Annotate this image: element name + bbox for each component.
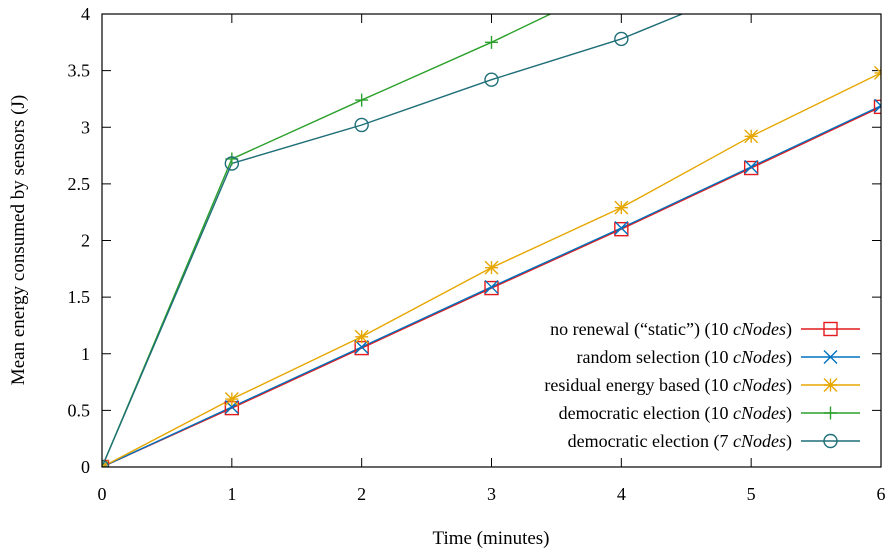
x-tick-label: 0	[98, 484, 107, 504]
markers-group	[102, 31, 881, 467]
data-point	[614, 221, 629, 237]
plot-frame	[101, 13, 882, 468]
series-group	[102, 14, 881, 467]
y-axis-title: Mean energy consumed by sensors (J)	[8, 95, 29, 385]
data-point	[874, 98, 881, 113]
data-point	[224, 392, 239, 407]
data-point	[744, 159, 759, 174]
y-tick-label: 1	[81, 344, 90, 364]
x-tick-label: 2	[357, 484, 366, 504]
y-tick-label: 3.5	[68, 61, 91, 81]
y-tick-label: 4	[81, 4, 90, 24]
data-point	[873, 99, 881, 115]
legend-label: democratic election (10 cNodes)	[559, 403, 792, 424]
legend-label: democratic election (7 cNodes)	[568, 431, 792, 452]
data-point	[744, 129, 759, 144]
plot-border	[101, 13, 882, 468]
y-tick-label: 3	[81, 117, 90, 137]
data-point	[614, 31, 629, 47]
y-tick-label: 2	[81, 231, 90, 251]
data-point	[874, 65, 881, 80]
series-line-4	[102, 14, 553, 467]
x-axis-title: Time (minutes)	[433, 528, 550, 549]
data-point	[484, 279, 499, 294]
series-line-1	[102, 106, 881, 467]
data-point	[484, 280, 499, 296]
legend-marker	[823, 378, 838, 392]
legend-marker	[823, 433, 838, 449]
series-line-5	[102, 14, 684, 467]
data-point	[355, 93, 369, 107]
y-tick-label: 1.5	[68, 287, 91, 307]
y-tick-label: 2.5	[68, 174, 91, 194]
data-point	[354, 117, 369, 133]
legend-label: random selection (10 cNodes)	[577, 347, 792, 368]
x-tick-label: 3	[487, 484, 496, 504]
legend-label: residual energy based (10 cNodes)	[544, 375, 792, 396]
data-point	[354, 339, 369, 354]
data-point	[614, 221, 629, 236]
x-tick-label: 5	[747, 484, 756, 504]
y-tick-label: 0	[81, 457, 90, 477]
data-point	[354, 329, 369, 344]
x-tick-label: 1	[227, 484, 236, 504]
x-tick-label: 6	[877, 484, 885, 504]
data-point	[224, 156, 240, 171]
data-point	[484, 260, 499, 275]
legend: no renewal (“static”) (10 cNodes) random …	[544, 319, 860, 452]
legend-marker	[823, 350, 838, 364]
data-point	[485, 35, 498, 49]
data-point	[614, 200, 629, 215]
axes: 0 0.5 1 1.5 2 2.5 3 3.5 4 0 1 2 3 4 5 6	[68, 4, 885, 504]
data-point	[484, 72, 499, 87]
data-point	[743, 160, 759, 176]
legend-marker	[823, 321, 838, 337]
y-tick-label: 0.5	[68, 400, 91, 420]
legend-label: no renewal (“static”) (10 cNodes)	[550, 319, 792, 340]
x-tick-label: 4	[617, 484, 626, 504]
legend-marker	[824, 406, 837, 420]
